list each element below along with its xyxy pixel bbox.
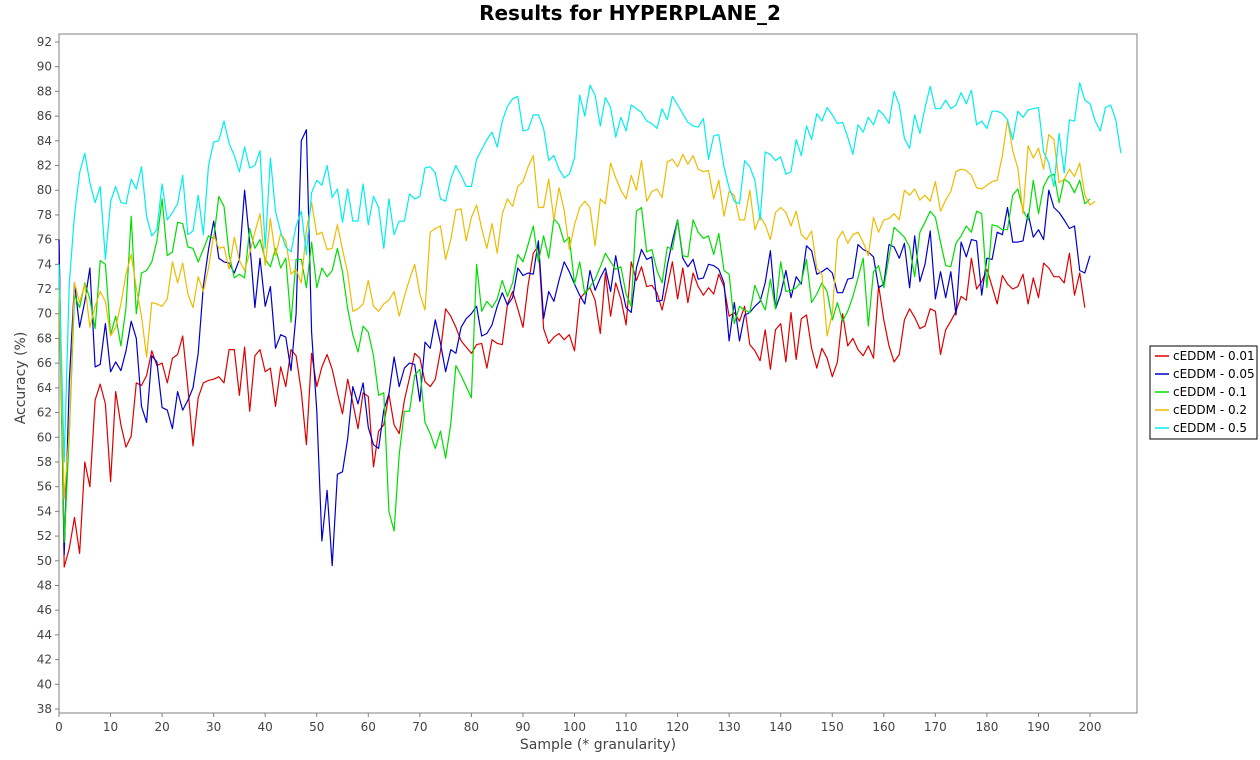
y-tick-label: 60	[37, 430, 52, 444]
y-axis: 38 40 42 44 46 48 50 52 54 56 58 60 62 64 66 68 70 72 74 76…	[37, 35, 59, 716]
legend-entry: cEDDM - 0.01	[1173, 349, 1255, 363]
y-tick-label: 84	[37, 134, 52, 148]
y-tick-label: 88	[37, 84, 52, 98]
y-tick-label: 92	[37, 35, 52, 49]
legend-entry: cEDDM - 0.5	[1173, 421, 1247, 435]
x-tick-label: 80	[464, 720, 479, 734]
x-tick-label: 110	[615, 720, 638, 734]
x-tick-label: 140	[769, 720, 792, 734]
x-tick-label: 40	[258, 720, 273, 734]
x-tick-label: 30	[206, 720, 221, 734]
plot-area	[58, 33, 1138, 714]
y-tick-label: 46	[37, 603, 52, 617]
y-tick-label: 64	[37, 381, 52, 395]
y-tick-label: 78	[37, 208, 52, 222]
y-tick-label: 54	[37, 504, 52, 518]
x-tick-label: 130	[718, 720, 741, 734]
y-tick-label: 76	[37, 233, 52, 247]
y-tick-label: 50	[37, 554, 52, 568]
series-line-5	[58, 82, 1122, 463]
x-tick-label: 90	[515, 720, 530, 734]
y-tick-label: 56	[37, 480, 52, 494]
chart-title: Results for HYPERPLANE_2	[479, 1, 781, 25]
legend-entry: cEDDM - 0.05	[1173, 367, 1255, 381]
legend-entry: cEDDM - 0.2	[1173, 403, 1247, 417]
y-tick-label: 82	[37, 159, 52, 173]
y-tick-label: 42	[37, 653, 52, 667]
x-tick-label: 60	[361, 720, 376, 734]
x-tick-label: 20	[154, 720, 169, 734]
x-tick-label: 100	[563, 720, 586, 734]
legend: cEDDM - 0.01 cEDDM - 0.05 cEDDM - 0.1 cEDDM…	[1149, 345, 1258, 440]
x-axis: 0 10 20 30 40 50 60 70 80 90 100 110 120 130 140 150 160…	[55, 713, 1101, 734]
y-tick-label: 70	[37, 307, 52, 321]
x-tick-label: 120	[666, 720, 689, 734]
y-tick-label: 52	[37, 529, 52, 543]
series-line-4	[58, 119, 1096, 500]
y-tick-label: 40	[37, 677, 52, 691]
y-tick-label: 74	[37, 257, 52, 271]
x-tick-label: 190	[1027, 720, 1050, 734]
x-tick-label: 70	[412, 720, 427, 734]
x-tick-label: 10	[103, 720, 118, 734]
x-tick-label: 160	[872, 720, 895, 734]
series-lines	[58, 82, 1122, 568]
y-tick-label: 58	[37, 455, 52, 469]
x-tick-label: 150	[821, 720, 844, 734]
series-line-1	[58, 239, 1086, 568]
y-tick-label: 48	[37, 578, 52, 592]
x-tick-label: 50	[309, 720, 324, 734]
x-tick-label: 170	[924, 720, 947, 734]
y-tick-label: 62	[37, 406, 52, 420]
x-axis-label: Sample (* granularity)	[520, 737, 676, 753]
y-tick-label: 86	[37, 109, 52, 123]
legend-entry: cEDDM - 0.1	[1173, 385, 1247, 399]
y-tick-label: 72	[37, 282, 52, 296]
y-tick-label: 90	[37, 60, 52, 74]
x-tick-label: 180	[975, 720, 998, 734]
y-tick-label: 68	[37, 331, 52, 345]
y-tick-label: 44	[37, 628, 52, 642]
y-tick-label: 66	[37, 356, 52, 370]
y-axis-label: Accuracy (%)	[13, 332, 29, 425]
y-tick-label: 80	[37, 183, 52, 197]
y-tick-label: 38	[37, 702, 52, 716]
x-tick-label: 200	[1079, 720, 1102, 734]
x-tick-label: 0	[55, 720, 63, 734]
